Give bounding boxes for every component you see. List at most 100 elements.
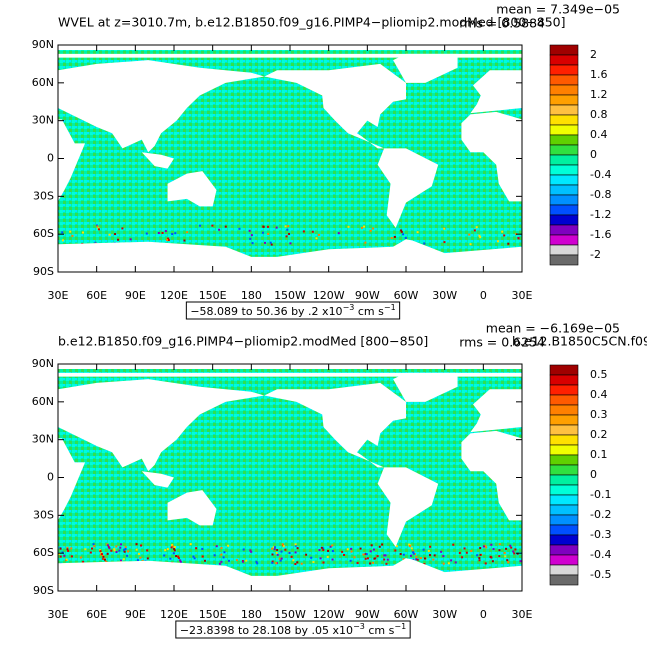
speckle — [92, 543, 95, 546]
colorbar-label: -2 — [590, 248, 601, 261]
lat-label: 60S — [33, 546, 54, 559]
speckle — [366, 557, 369, 560]
speckle — [337, 232, 340, 235]
speckle — [322, 561, 325, 564]
speckle — [294, 543, 297, 546]
lon-label: 90E — [125, 608, 146, 621]
lat-label: 60N — [32, 76, 54, 89]
speckle — [385, 562, 388, 565]
speckle — [443, 227, 446, 230]
colorbar-label: -0.1 — [590, 488, 611, 501]
land — [377, 467, 439, 547]
speckle — [82, 231, 85, 234]
speckle — [272, 546, 275, 549]
lon-label: 60W — [394, 608, 419, 621]
lat-label: 90S — [33, 584, 54, 597]
speckle — [428, 554, 431, 557]
colorbar-box — [549, 254, 579, 266]
speckle — [294, 563, 297, 566]
caption: −23.8398 to 28.108 by .05 x10−3 cm s−1 — [180, 622, 406, 637]
speckle — [249, 237, 252, 240]
speckle — [400, 229, 403, 232]
lon-label: 90W — [355, 289, 380, 302]
speckle — [201, 555, 204, 558]
speckle — [106, 544, 109, 547]
speckle — [177, 557, 180, 560]
caption-part: −1 — [394, 622, 406, 631]
speckle — [419, 557, 422, 560]
panel-title: b.e12.B1850.f09_g16.PIMP4−pliomip2.modMe… — [58, 334, 428, 349]
speckle — [145, 232, 148, 235]
colorbar-box — [549, 124, 579, 136]
speckle — [360, 226, 363, 229]
lon-label: 120E — [160, 608, 188, 621]
speckle — [179, 560, 182, 563]
speckle — [220, 560, 223, 563]
speckle — [312, 561, 315, 564]
land — [58, 438, 86, 521]
speckle — [416, 231, 419, 234]
speckle — [395, 545, 398, 548]
land — [461, 111, 522, 202]
lon-label: 150W — [274, 608, 306, 621]
colorbar-box — [549, 74, 579, 86]
speckle — [400, 230, 403, 233]
speckle — [97, 228, 100, 231]
speckle — [288, 552, 291, 555]
speckle — [372, 548, 375, 551]
speckle — [71, 234, 74, 237]
colorbar-box — [549, 194, 579, 206]
speckle — [276, 548, 279, 551]
lon-label: 150W — [274, 289, 306, 302]
speckle — [275, 226, 278, 229]
land — [141, 152, 174, 169]
colorbar-box — [549, 514, 579, 526]
colorbar-box — [549, 424, 579, 436]
speckle — [61, 231, 64, 234]
speckle — [281, 543, 284, 546]
colorbar-box — [549, 84, 579, 96]
speckle — [193, 557, 196, 560]
lon-label: 120E — [160, 289, 188, 302]
map-area — [58, 364, 522, 591]
lon-label: 90E — [125, 289, 146, 302]
speckle — [167, 239, 170, 242]
speckle — [369, 229, 372, 232]
speckle — [269, 241, 272, 244]
colorbar-label: 0.1 — [590, 448, 608, 461]
speckle — [273, 548, 276, 551]
speckle — [322, 548, 325, 551]
speckle — [242, 548, 245, 551]
colorbar-box — [549, 494, 579, 506]
speckle — [121, 227, 124, 230]
speckle — [433, 554, 436, 557]
speckle — [113, 548, 116, 551]
speckle — [267, 232, 270, 235]
speckle — [89, 551, 92, 554]
speckle — [164, 549, 167, 552]
speckle — [108, 547, 111, 550]
rms: rms = 0.5884 — [459, 16, 545, 31]
colorbar-box — [549, 364, 579, 376]
speckle — [440, 550, 443, 553]
speckle — [123, 550, 126, 553]
colorbar-label: -0.2 — [590, 508, 611, 521]
colorbar-box — [549, 404, 579, 416]
colorbar-box — [549, 574, 579, 586]
speckle — [114, 233, 117, 236]
lon-label: 120W — [313, 289, 345, 302]
speckle — [498, 543, 501, 546]
speckle — [118, 549, 121, 552]
speckle — [512, 550, 515, 553]
lat-label: 0 — [47, 152, 54, 165]
speckle — [63, 554, 66, 557]
speckle — [171, 233, 174, 236]
speckle — [491, 560, 494, 563]
rms: rms = 0.6254 — [459, 335, 545, 350]
land — [461, 430, 522, 521]
colorbar-label: -0.4 — [590, 548, 611, 561]
speckle — [315, 237, 318, 240]
speckle — [519, 560, 522, 563]
map-panel: 90N 60N 30N 0 30S 60S 90S 30E 60E 90E 120E 150E 180 1… — [32, 321, 647, 639]
lat-label: 0 — [47, 471, 54, 484]
